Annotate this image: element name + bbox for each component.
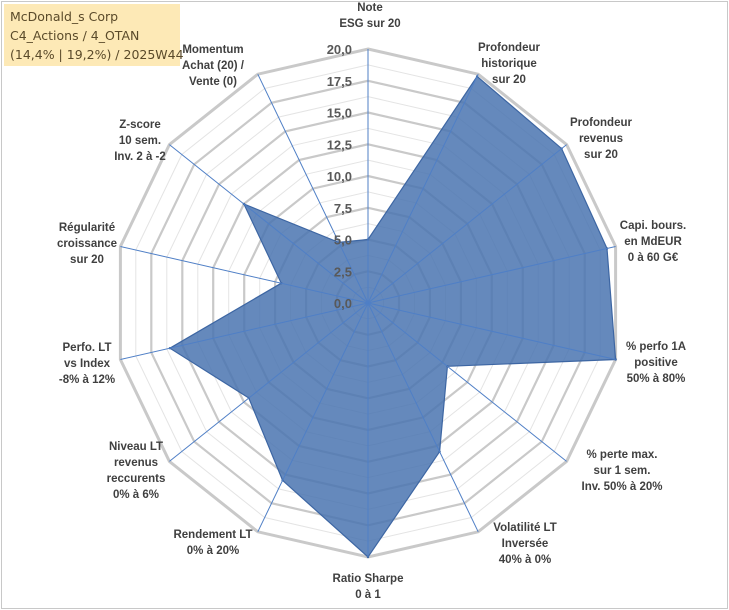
axis-label-line: Profondeur	[570, 117, 632, 129]
axis-label-line: historique	[481, 58, 537, 70]
axis-label-line: Rendement LT	[173, 529, 252, 541]
axis-label-note: Note ESG sur 20	[339, 2, 400, 30]
axis-label-line: Z-score	[119, 119, 161, 131]
axis-label-line: 50% à 80%	[627, 373, 686, 385]
axis-label-line: sur 20	[70, 254, 104, 266]
axis-label-z-score: Z-score 10 sem. Inv. 2 à -2	[114, 119, 166, 163]
spoke	[257, 302, 369, 533]
tick-label: 20,0	[327, 42, 352, 57]
tick-label: 12,5	[327, 137, 352, 152]
axis-label-line: Volatilité LT	[493, 522, 556, 534]
axis-label-line: sur 20	[492, 74, 526, 86]
axis-label-line: en MdEUR	[624, 236, 682, 248]
info-period: (14,4% | 19,2%) / 2025W44	[10, 47, 184, 62]
axis-label-line: croissance	[57, 238, 117, 250]
info-company: McDonald_s Corp	[10, 9, 119, 24]
axis-label-line: revenus	[579, 133, 623, 145]
tick-label: 2,5	[334, 264, 352, 279]
spoke	[367, 302, 479, 533]
axis-label-line: Inv. 50% à 20%	[582, 481, 663, 493]
axis-label-line: Momentum	[182, 44, 243, 56]
spoke	[257, 73, 369, 304]
axis-label-line: 0% à 20%	[187, 545, 239, 557]
axis-label-line: Capi. bours.	[620, 220, 686, 232]
axis-label-line: revenus	[114, 457, 158, 469]
tick-label: 5,0	[334, 233, 352, 248]
tick-label: 7,5	[334, 201, 352, 216]
axis-label-line: vs Index	[64, 358, 111, 370]
spoke	[169, 302, 369, 462]
axis-label-regularite: Régularité croissance sur 20	[57, 222, 117, 266]
radial-tick-labels: 0,0 2,5 5,0 7,5 10,0 12,5 15,0 17,5 20,0	[327, 42, 352, 311]
axis-label-perte-max: % perte max. sur 1 sem. Inv. 50% à 20%	[582, 449, 663, 493]
axis-label-line: -8% à 12%	[59, 374, 115, 386]
tick-label: 17,5	[327, 74, 352, 89]
info-box: McDonald_s Corp C4_Actions / 4_OTAN (14,…	[4, 4, 184, 66]
axis-label-profondeur: Profondeur revenus sur 20	[570, 117, 632, 161]
spoke	[120, 302, 369, 360]
series-area	[168, 75, 617, 558]
axis-label-line: ESG sur 20	[339, 18, 400, 30]
category-labels: Note ESG sur 20 Profondeur historique sur 20…	[57, 2, 686, 601]
spoke	[367, 246, 616, 304]
axis-label-line: Perfo. LT	[63, 342, 112, 354]
axis-label-line: sur 1 sem.	[594, 465, 651, 477]
axis-label-line: Ratio Sharpe	[333, 573, 404, 585]
axis-label-line: Profondeur	[478, 42, 540, 54]
spoke	[367, 302, 567, 462]
axis-label-line: reccurents	[107, 473, 166, 485]
axis-label-profondeur: Profondeur historique sur 20	[478, 42, 540, 86]
axis-label-volatilite-lt: Volatilité LT Inversée 40% à 0%	[493, 522, 556, 566]
axis-label-line: Achat (20) /	[182, 60, 245, 72]
axis-label-line: Inv. 2 à -2	[114, 151, 166, 163]
axis-label-line: sur 20	[584, 149, 618, 161]
axis-label-line: Vente (0)	[189, 76, 237, 88]
axis-label-rendement-lt: Rendement LT 0% à 20%	[173, 529, 252, 557]
spoke	[169, 144, 369, 304]
axis-label-line: Inversée	[502, 538, 549, 550]
spoke	[120, 246, 369, 304]
axis-label-capi-bours: Capi. bours. en MdEUR 0 à 60 G€	[620, 220, 686, 264]
axis-label-line: positive	[634, 357, 677, 369]
tick-label: 10,0	[327, 169, 352, 184]
axis-label-line: 40% à 0%	[499, 554, 551, 566]
axis-label-line: % perte max.	[587, 449, 658, 461]
tick-label: 0,0	[334, 296, 352, 311]
axis-label-line: 0 à 60 G€	[628, 252, 679, 264]
info-category: C4_Actions / 4_OTAN	[10, 28, 140, 43]
axis-label-line: 0% à 6%	[113, 489, 159, 501]
radar-spokes	[120, 49, 616, 557]
axis-label-niveau-lt: Niveau LT revenus reccurents 0% à 6%	[107, 441, 166, 501]
axis-label-line: Niveau LT	[109, 441, 163, 453]
radar-series-layer	[168, 75, 617, 559]
axis-label-ratio-sharpe: Ratio Sharpe 0 à 1	[333, 573, 404, 601]
tick-label: 15,0	[327, 106, 352, 121]
axis-label-line: Note	[357, 2, 383, 14]
axis-label-line: Régularité	[59, 222, 115, 234]
axis-label-line: 10 sem.	[119, 135, 161, 147]
axis-label-perfo-lt: Perfo. LT vs Index -8% à 12%	[59, 342, 115, 386]
axis-label-line: % perfo 1A	[626, 341, 686, 353]
axis-label-line: 0 à 1	[355, 589, 381, 601]
axis-label-momentum: Momentum Achat (20) / Vente (0)	[182, 44, 245, 88]
spoke	[367, 73, 479, 304]
spoke	[367, 144, 567, 304]
axis-label-perfo-1a: % perfo 1A positive 50% à 80%	[626, 341, 686, 385]
spoke	[367, 302, 616, 360]
